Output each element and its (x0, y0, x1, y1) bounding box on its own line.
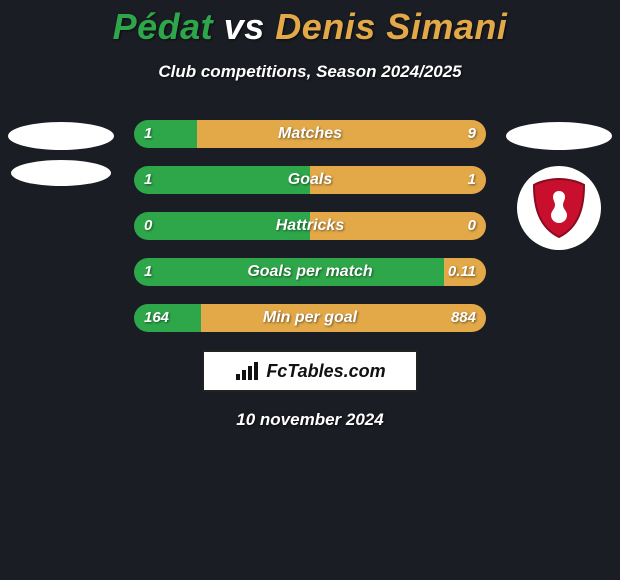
subtitle: Club competitions, Season 2024/2025 (0, 62, 620, 82)
brand-box: FcTables.com (202, 350, 418, 392)
bar-value-right: 0.11 (448, 258, 476, 286)
bar-track (134, 304, 486, 332)
brand-text: FcTables.com (266, 361, 385, 382)
bar-track (134, 166, 486, 194)
bar-value-left: 164 (144, 304, 169, 332)
bar-row: Goals11 (134, 166, 486, 194)
bar-segment-left (134, 258, 444, 286)
bar-segment-left (134, 166, 310, 194)
bar-value-right: 1 (468, 166, 476, 194)
bar-segment-right (197, 120, 486, 148)
bar-value-right: 0 (468, 212, 476, 240)
bar-segment-right (310, 212, 486, 240)
player2-club-logo (517, 166, 601, 250)
title-vs: vs (224, 6, 265, 47)
comparison-bars: Matches19Goals11Hattricks00Goals per mat… (134, 120, 486, 332)
bar-value-right: 9 (468, 120, 476, 148)
avatars-right (506, 122, 612, 250)
bar-chart-icon (234, 360, 260, 382)
player1-club-placeholder (11, 160, 111, 186)
player1-avatar-placeholder (8, 122, 114, 150)
bar-segment-right (310, 166, 486, 194)
page-title: Pédat vs Denis Simani (0, 0, 620, 48)
date-text: 10 november 2024 (0, 410, 620, 430)
player2-avatar-placeholder (506, 122, 612, 150)
bar-value-left: 1 (144, 120, 152, 148)
bar-value-right: 884 (451, 304, 476, 332)
bar-row: Goals per match10.11 (134, 258, 486, 286)
bar-row: Matches19 (134, 120, 486, 148)
title-player1: Pédat (113, 6, 214, 47)
bar-value-left: 0 (144, 212, 152, 240)
bar-track (134, 258, 486, 286)
bar-row: Min per goal164884 (134, 304, 486, 332)
shield-icon (531, 177, 587, 239)
bar-track (134, 212, 486, 240)
bar-row: Hattricks00 (134, 212, 486, 240)
title-player2: Denis Simani (275, 6, 507, 47)
avatars-left (8, 122, 114, 186)
bar-segment-right (201, 304, 486, 332)
bar-segment-left (134, 212, 310, 240)
bar-value-left: 1 (144, 258, 152, 286)
bar-value-left: 1 (144, 166, 152, 194)
bar-track (134, 120, 486, 148)
